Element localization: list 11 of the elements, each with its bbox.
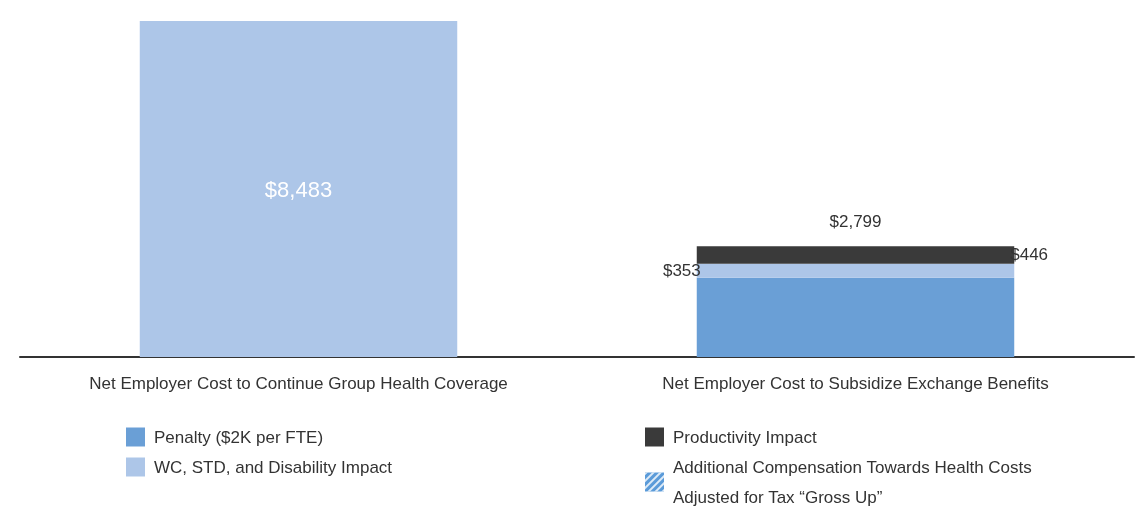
legend-label: Additional Compensation Towards Health Costs Adjusted for Tax “Gross Up” xyxy=(673,457,1037,507)
legend-label: Productivity Impact xyxy=(673,427,817,447)
data-label: $353 xyxy=(662,261,701,281)
data-label: $8,483 xyxy=(264,176,333,202)
x-tick-label: Net Employer Cost to Subsidize Exchange Benefits xyxy=(662,374,1049,393)
x-tick-label: Net Employer Cost to Continue Group Health Coverage xyxy=(89,374,508,393)
bar xyxy=(696,277,1015,357)
bar xyxy=(139,21,458,357)
total-label: $2,799 xyxy=(829,212,882,232)
legend-label: Penalty ($2K per FTE) xyxy=(154,427,324,447)
legend-label: WC, STD, and Disability Impact xyxy=(154,457,393,477)
